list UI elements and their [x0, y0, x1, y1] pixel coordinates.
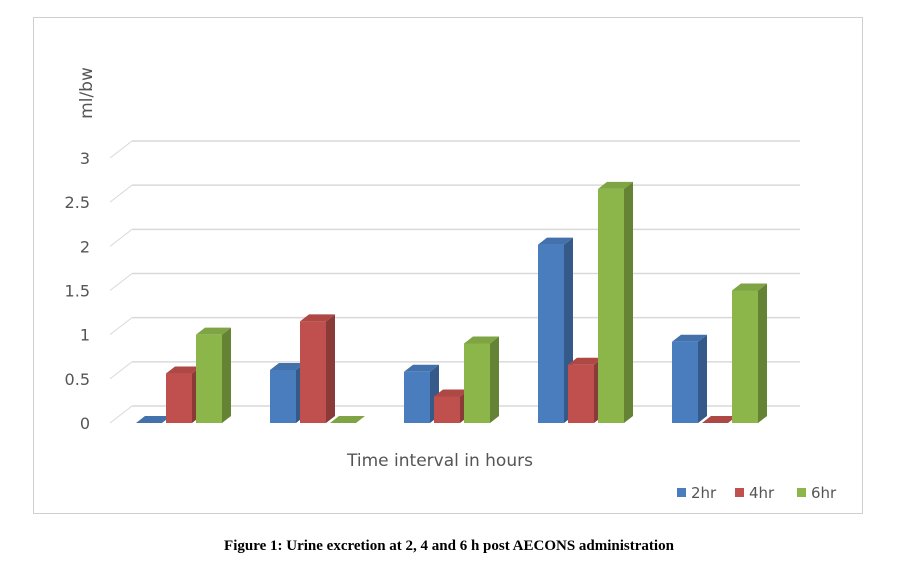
chart-frame	[33, 17, 863, 514]
legend-label-6hr: 6hr	[811, 484, 837, 502]
bar-top	[538, 237, 573, 245]
bar-6hr-group-2	[330, 416, 365, 423]
bar-front	[300, 321, 326, 423]
bar-top	[270, 363, 305, 370]
bar-side	[758, 283, 767, 423]
bar-top	[136, 416, 171, 423]
bar-top	[196, 327, 231, 335]
bar-6hr-group-5	[732, 283, 767, 423]
bar-side	[624, 181, 633, 423]
y-axis-label: ml/bw	[77, 67, 97, 119]
bar-top	[166, 366, 201, 374]
bar-6hr-group-4	[598, 181, 633, 423]
bar-front	[404, 371, 430, 423]
bar-front	[598, 188, 624, 423]
bar-top	[330, 416, 365, 423]
bar-front	[464, 343, 490, 423]
bar-top	[672, 334, 707, 342]
gridline-depth	[109, 361, 133, 380]
y-tick-label: 1	[80, 326, 90, 345]
y-tick-label: 2	[80, 237, 90, 256]
y-tick-label: 0.5	[65, 370, 90, 389]
bar-2hr-group-4	[538, 237, 573, 423]
bar-2hr-group-1	[136, 416, 171, 423]
bar-4hr-group-2	[300, 314, 335, 423]
gridline-depth	[109, 273, 133, 291]
bar-top	[404, 364, 439, 372]
bar-front	[166, 373, 192, 423]
legend-swatch-2hr	[677, 488, 686, 497]
y-tick-label: 2.5	[65, 193, 90, 212]
bar-front	[196, 334, 222, 423]
bar-front	[538, 244, 564, 423]
gridline-depth	[109, 405, 133, 424]
bar-side	[222, 327, 231, 423]
bar-front	[270, 370, 296, 423]
bar-top	[732, 283, 767, 291]
bar-side	[490, 336, 499, 423]
y-tick-label: 1.5	[65, 282, 90, 301]
bar-top	[702, 416, 737, 423]
bar-4hr-group-1	[166, 366, 201, 423]
bar-top	[568, 357, 603, 365]
bar-4hr-group-5	[702, 416, 737, 423]
legend-swatch-4hr	[735, 488, 744, 497]
bar-2hr-group-3	[404, 364, 439, 423]
bar-2hr-group-2	[270, 363, 305, 423]
bar-top	[434, 389, 469, 397]
bar-top	[598, 181, 633, 189]
bar-6hr-group-3	[464, 336, 499, 423]
x-axis-label: Time interval in hours	[346, 451, 533, 471]
legend-swatch-6hr	[797, 488, 806, 497]
gridline-depth	[109, 317, 133, 336]
figure-caption: Figure 1: Urine excretion at 2, 4 and 6 …	[224, 538, 674, 554]
bar-6hr-group-1	[196, 327, 231, 423]
y-tick-label: 0	[80, 414, 90, 433]
y-tick-labels: 0 0.5 1 1.5 2 2.5 3	[65, 149, 90, 433]
bars	[136, 181, 767, 423]
bar-side	[698, 334, 707, 423]
legend: 2hr 4hr 6hr	[677, 484, 837, 502]
bar-front	[434, 396, 460, 423]
bar-top	[464, 336, 499, 344]
bar-front	[732, 290, 758, 423]
bar-side	[326, 314, 335, 423]
legend-label-2hr: 2hr	[691, 484, 717, 502]
bar-4hr-group-3	[434, 389, 469, 423]
gridline-depth	[109, 228, 133, 247]
bar-2hr-group-5	[672, 334, 707, 423]
y-tick-label: 3	[80, 149, 90, 168]
bar-front	[672, 341, 698, 423]
bar-4hr-group-4	[568, 357, 603, 423]
bar-top	[300, 314, 335, 322]
gridline-depth	[109, 140, 133, 159]
bar-front	[568, 364, 594, 423]
gridline-depth	[109, 184, 133, 203]
legend-label-4hr: 4hr	[749, 484, 775, 502]
bar-chart: 0 0.5 1 1.5 2 2.5 3 ml/bw Time interval in hou…	[65, 67, 838, 502]
